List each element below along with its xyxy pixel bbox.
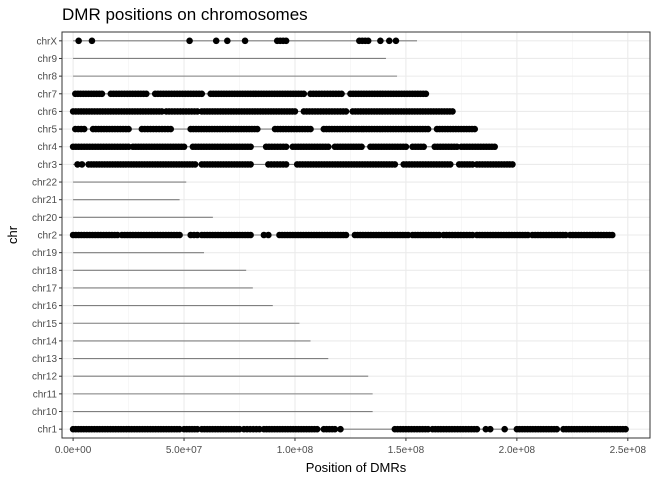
dmr-point [364, 37, 372, 45]
dmr-point [167, 125, 175, 133]
dmr-point [300, 90, 308, 98]
dmr-point [338, 90, 345, 98]
dmr-point [608, 231, 616, 239]
y-tick-label: chr5 [38, 125, 58, 136]
dmr-point [471, 125, 479, 133]
dmr-point [391, 161, 399, 168]
dmr-point [186, 37, 193, 45]
y-tick-label: chr9 [38, 54, 58, 65]
dmr-point [307, 125, 314, 133]
dmr-point [313, 425, 321, 433]
x-tick-label: 0.0e+00 [55, 445, 92, 456]
y-tick-label: chr19 [32, 248, 57, 259]
y-tick-label: chr14 [32, 336, 57, 347]
x-axis-title: Position of DMRs [306, 460, 407, 475]
x-tick-label: 2.5e+08 [610, 445, 647, 456]
dmr-point [622, 425, 629, 433]
y-tick-label: chr21 [32, 195, 57, 206]
dmr-point [342, 231, 350, 239]
y-axis-ticks: chr1 chr10 chr11 chr12 chr13 chr14 chr15 chr16 c… [32, 36, 62, 436]
dmr-point [331, 425, 339, 433]
dmr-point [247, 161, 254, 168]
dmr-point [98, 90, 106, 98]
dmr-point [80, 125, 88, 133]
dmr-point [486, 425, 494, 433]
dmr-point [88, 37, 96, 45]
y-tick-label: chr1 [38, 425, 58, 436]
dmr-point [420, 143, 427, 151]
y-tick-label: chr8 [38, 72, 58, 83]
dmr-point [180, 143, 188, 151]
y-tick-label: chr15 [32, 319, 57, 330]
dmr-point [424, 125, 432, 133]
dmr-point [265, 231, 272, 239]
dmr-point [78, 161, 86, 168]
dmr-point [509, 161, 516, 168]
dmr-point [501, 425, 508, 433]
dmr-point [358, 143, 365, 151]
y-tick-label: chrX [36, 36, 57, 47]
y-tick-label: chr6 [38, 107, 58, 118]
y-tick-label: chr4 [38, 142, 58, 153]
x-tick-label: 2.0e+08 [499, 445, 536, 456]
dmr-point [491, 143, 498, 151]
dmr-point [447, 161, 454, 168]
y-tick-label: chr22 [32, 178, 57, 189]
y-tick-label: chr10 [32, 407, 57, 418]
dmr-point [282, 161, 290, 168]
y-tick-label: chr18 [32, 266, 57, 277]
dmr-point [324, 143, 332, 151]
dmr-point [342, 108, 350, 115]
dmr-point [143, 90, 150, 98]
y-tick-label: chr12 [32, 372, 57, 383]
y-tick-label: chr16 [32, 301, 57, 312]
dmr-point [247, 231, 254, 239]
x-tick-label: 1.0e+08 [277, 445, 314, 456]
dmr-point [422, 90, 430, 98]
dmr-point [125, 125, 132, 133]
y-tick-label: chr13 [32, 354, 57, 365]
y-tick-label: chr3 [38, 160, 58, 171]
y-axis-title: chr [5, 225, 20, 244]
chart-title: DMR positions on chromosomes [62, 5, 308, 24]
dmr-point [385, 37, 393, 45]
dmr-point [402, 143, 410, 151]
dmr-point [176, 231, 183, 239]
x-tick-label: 5.0e+07 [166, 445, 203, 456]
dmr-point [291, 108, 299, 115]
y-tick-label: chr20 [32, 213, 57, 224]
dmr-point [241, 37, 249, 45]
dmr-point [75, 37, 82, 45]
y-tick-label: chr7 [38, 89, 58, 100]
dmr-point [282, 143, 290, 151]
dmr-point [282, 37, 290, 45]
y-tick-label: chr11 [33, 389, 58, 400]
dmr-point [392, 37, 400, 45]
x-axis-ticks: 0.0e+00 5.0e+07 1.0e+08 1.5e+08 2.0e+08 2.5e+… [55, 438, 647, 456]
dmr-point [198, 90, 206, 98]
dmr-point [449, 108, 456, 115]
y-tick-label: chr2 [38, 231, 58, 242]
dmr-point [473, 425, 481, 433]
dmr-points [69, 37, 629, 433]
dmr-point [253, 125, 261, 133]
dmr-point [191, 161, 199, 168]
dmr-point [247, 143, 254, 151]
y-tick-label: chr17 [32, 283, 57, 294]
dmr-point [212, 37, 220, 45]
dmr-point [337, 425, 344, 433]
dmr-point [224, 37, 231, 45]
dmr-point [553, 425, 561, 433]
dmr-point [377, 37, 384, 45]
x-tick-label: 1.5e+08 [388, 445, 425, 456]
